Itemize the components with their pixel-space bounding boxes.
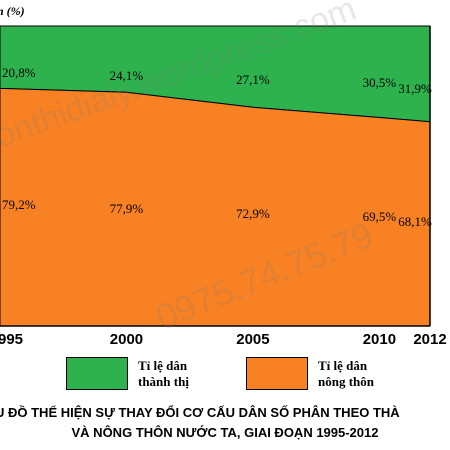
data-label-rural: 77,9% [110,201,144,216]
area-chart: n (%) 995 20,8% 79,2% 2000 24,1% 77,9% 2005 27,… [0,4,447,348]
legend-swatch-urban [66,357,128,390]
data-label-rural: 69,5% [363,209,397,224]
legend-swatch-rural [246,357,308,390]
data-label-urban: 20,8% [2,65,36,80]
data-label-urban: 24,1% [110,68,144,83]
data-label-rural: 72,9% [236,206,270,221]
y-axis-label: n (%) [0,4,25,18]
chart-caption-line2: VÀ NÔNG THÔN NƯỚC TA, GIAI ĐOẠN 1995-201… [71,425,379,440]
data-label-urban: 30,5% [363,75,397,90]
x-tick-label: 995 [0,331,23,348]
legend-label-rural: Tỉ lệ dân nông thôn [318,358,374,389]
legend-label-urban: Tỉ lệ dân thành thị [138,358,189,389]
x-tick-label: 2000 [110,331,143,348]
chart-caption-line1: U ĐỒ THỂ HIỆN SỰ THAY ĐỔI CƠ CẤU DÂN SỐ … [0,405,400,420]
data-label-rural: 79,2% [2,197,36,212]
data-label-rural: 68,1% [398,214,432,229]
x-tick-label: 2005 [236,331,269,348]
x-tick-label: 2012 [413,331,446,348]
x-tick-label: 2010 [363,331,396,348]
data-label-urban: 31,9% [398,81,432,96]
area-rural [0,87,431,327]
data-label-urban: 27,1% [236,72,270,87]
